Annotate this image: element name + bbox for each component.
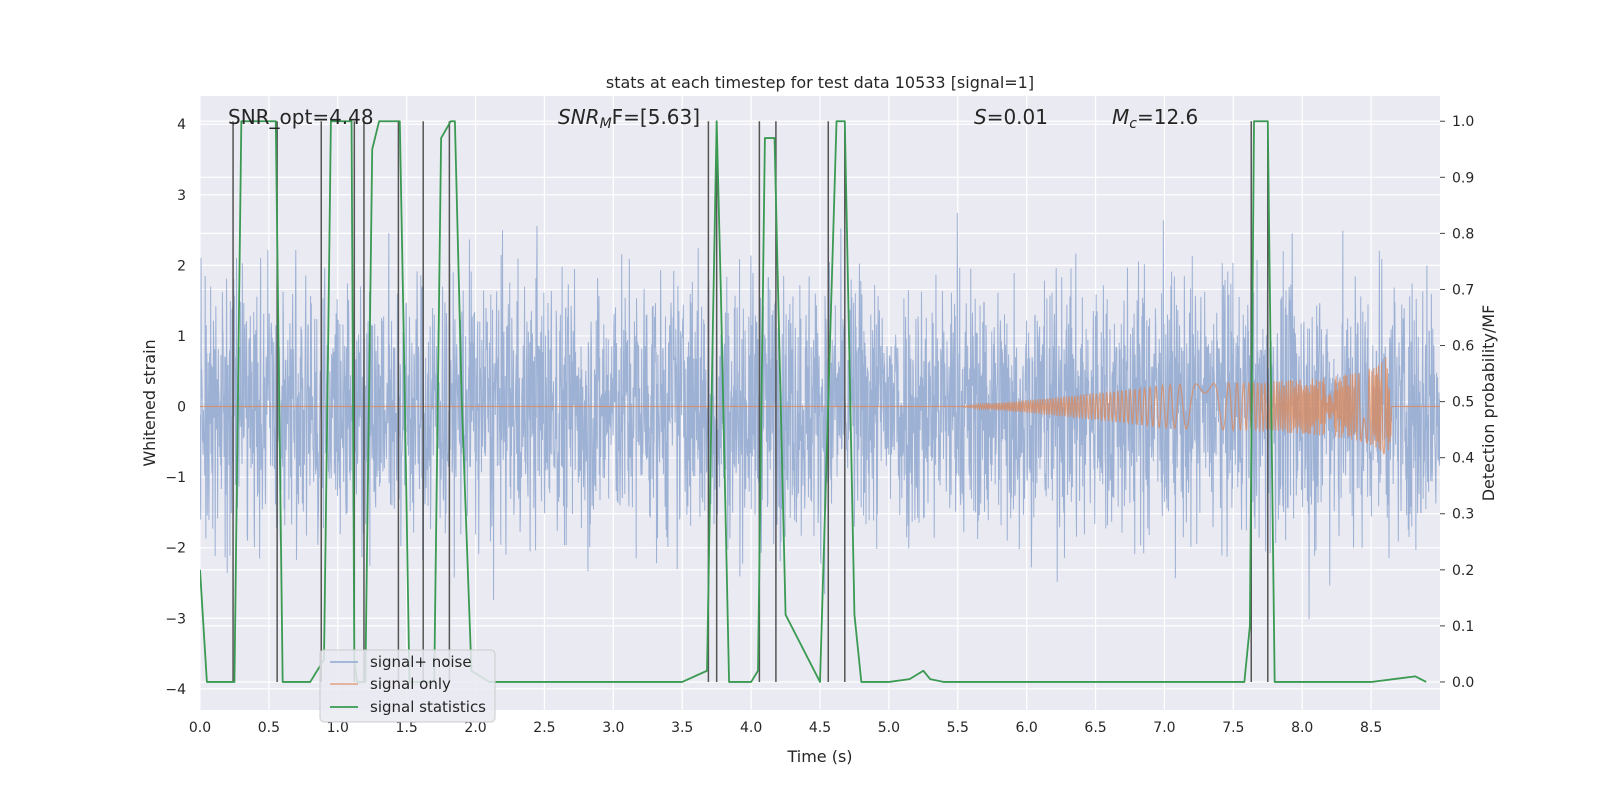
series-signal-statistics — [200, 120, 1427, 683]
x-tick-label: 1.0 — [327, 720, 349, 736]
x-axis-label: Time (s) — [786, 747, 852, 766]
legend-label-signal: signal only — [370, 675, 451, 693]
x-tick-labels: 0.0 0.5 1.0 1.5 2.0 2.5 3.0 3.5 4.0 4.5 5.0 5.5 6.0 6… — [189, 720, 1382, 736]
y-tick-label: −2 — [165, 541, 186, 557]
x-tick-label: 5.0 — [878, 720, 900, 736]
y-tick-labels: 4 3 2 1 0 −1 −2 −3 −4 — [165, 117, 186, 698]
y-axis-label: Whitened strain — [140, 339, 159, 466]
annotation-mc-main: M — [1112, 105, 1129, 129]
noise-line — [200, 212, 1440, 620]
x-tick-label: 0.5 — [258, 720, 280, 736]
x-tick-label: 4.0 — [740, 720, 762, 736]
y-tick-label: −4 — [165, 682, 186, 698]
annotation-snr-mf-sub: M — [600, 116, 612, 132]
y-right-tick-label: 0.2 — [1452, 563, 1474, 579]
legend-label-noise: signal+ noise — [370, 653, 472, 671]
x-tick-label: 1.5 — [396, 720, 418, 736]
annotation-mc: Mc=12.6 — [1112, 105, 1198, 132]
series-signal-only — [200, 357, 1440, 455]
y-right-axis-label: Detection probability/MF — [1479, 305, 1498, 502]
y-right-tick-label: 0.5 — [1452, 395, 1474, 411]
y-right-tick-label: 0.7 — [1452, 282, 1474, 298]
y-right-tick-label: 1.0 — [1452, 114, 1474, 130]
x-tick-label: 7.0 — [1153, 720, 1175, 736]
y-tick-label: −1 — [165, 470, 186, 486]
annotation-snr-mf-main: SNR — [558, 105, 600, 129]
y-tick-label: 2 — [177, 258, 186, 274]
annotation-s-rest: =0.01 — [987, 105, 1048, 129]
y-right-tick-label: 0.6 — [1452, 339, 1474, 355]
signal-line — [200, 357, 1440, 455]
legend: signal+ noise signal only signal statist… — [319, 649, 496, 723]
annotation-snr-mf-rest: F=[5.63] — [612, 105, 700, 129]
x-tick-label: 5.5 — [947, 720, 969, 736]
y-right-tick-label: 0.9 — [1452, 170, 1474, 186]
annotation-snr-opt: SNR_opt=4.48 — [228, 105, 374, 129]
y-tick-label: 3 — [177, 188, 186, 204]
x-tick-label: 2.5 — [533, 720, 555, 736]
y-right-tick-label: 0.1 — [1452, 619, 1474, 635]
annotation-s-main: S — [974, 105, 987, 129]
x-tick-label: 8.0 — [1291, 720, 1313, 736]
x-tick-label: 6.5 — [1084, 720, 1106, 736]
y-tick-label: 1 — [177, 329, 186, 345]
y-tick-label: 0 — [177, 400, 186, 416]
x-tick-label: 7.5 — [1222, 720, 1244, 736]
annotation-s: S=0.01 — [974, 105, 1048, 129]
x-tick-label: 4.5 — [809, 720, 831, 736]
series-signal-plus-noise — [200, 212, 1440, 620]
x-tick-label: 2.0 — [464, 720, 486, 736]
y-right-tick-label: 0.4 — [1452, 451, 1474, 467]
annotation-snr-mf: SNRMF=[5.63] — [558, 105, 700, 132]
x-tick-label: 6.0 — [1016, 720, 1038, 736]
x-tick-label: 3.5 — [671, 720, 693, 736]
y-right-tick-label: 0.3 — [1452, 507, 1474, 523]
y-right-tick-labels: 1.0 0.9 0.8 0.7 0.6 0.5 0.4 0.3 0.2 0.1 0.0 — [1440, 114, 1474, 691]
legend-box — [319, 649, 496, 723]
stats-line — [200, 120, 1427, 683]
chart-title: stats at each timestep for test data 105… — [606, 73, 1034, 92]
y-right-tick-label: 0.8 — [1452, 226, 1474, 242]
x-tick-label: 0.0 — [189, 720, 211, 736]
annotation-mc-rest: =12.6 — [1137, 105, 1198, 129]
x-tick-label: 3.0 — [602, 720, 624, 736]
y-right-tick-label: 0.0 — [1452, 675, 1474, 691]
y-tick-label: 4 — [177, 117, 186, 133]
legend-label-stats: signal statistics — [370, 698, 486, 716]
x-tick-label: 8.5 — [1360, 720, 1382, 736]
annotation-mc-sub: c — [1129, 116, 1137, 132]
y-tick-label: −3 — [165, 611, 186, 627]
